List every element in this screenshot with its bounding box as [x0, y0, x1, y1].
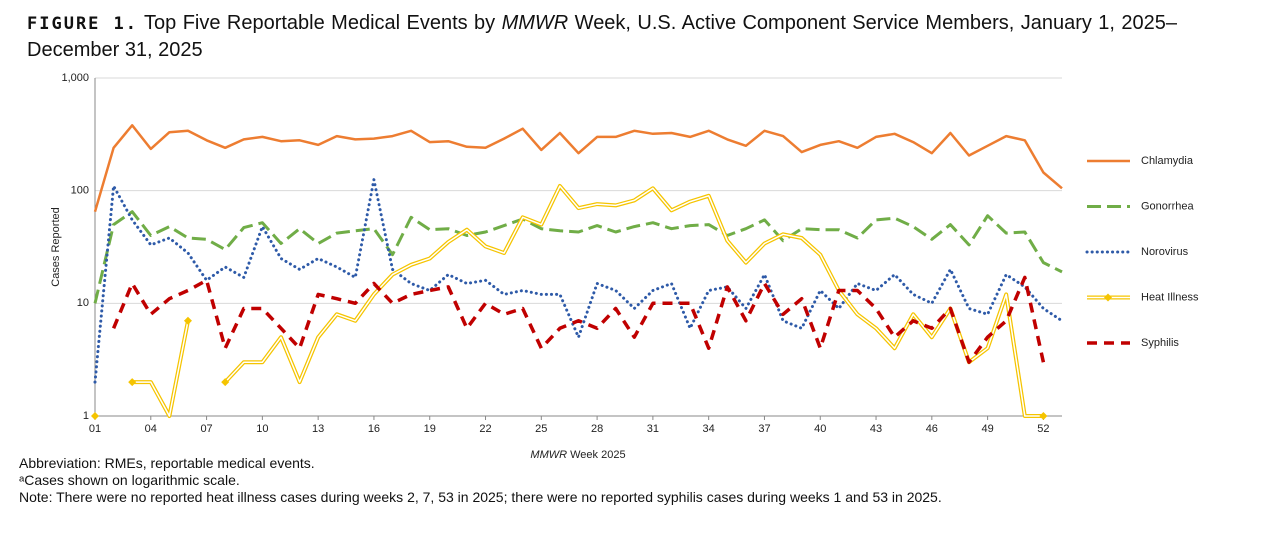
point-marker — [128, 378, 137, 387]
x-tick-label: 40 — [814, 423, 826, 435]
series-line — [93, 124, 1063, 213]
title-block: FIGURE 1. Top Five Reportable Medical Ev… — [27, 10, 1177, 63]
y-tick-label: 1,000 — [61, 72, 89, 84]
series-line — [111, 275, 1046, 364]
legend-label: Gonorrhea — [1141, 200, 1194, 212]
x-tick-label: 25 — [535, 423, 547, 435]
title: MMWR — [501, 12, 569, 34]
x-tick-label: 04 — [145, 423, 157, 435]
x-tick-label: 10 — [256, 423, 268, 435]
title: Week, U.S. Active Component Service Memb… — [27, 12, 1178, 61]
x-tick-label: 49 — [981, 423, 993, 435]
x-tick-label: 07 — [200, 423, 212, 435]
legend-label: Norovirus — [1141, 246, 1189, 258]
legend-label: Heat Illness — [1141, 291, 1199, 303]
x-tick-label: 34 — [703, 423, 715, 435]
note: Note: There were no reported heat illnes… — [19, 489, 942, 505]
series-line — [132, 184, 1044, 418]
series-line — [93, 178, 1064, 384]
legend-marker — [1104, 293, 1112, 302]
x-tick-label: 19 — [424, 423, 436, 435]
y-tick-label: 10 — [77, 297, 89, 309]
y-tick-label: 100 — [71, 185, 89, 197]
point-marker — [1039, 412, 1048, 420]
y-tick-label: 1 — [83, 410, 89, 422]
x-tick-label: 28 — [591, 423, 603, 435]
x-tick-label: 46 — [926, 423, 938, 435]
title: Top Five Reportable Medical Events by — [144, 12, 496, 34]
x-tick-label: 52 — [1037, 423, 1049, 435]
x-tick-label: 43 — [870, 423, 882, 435]
x-tick-label: 13 — [312, 423, 324, 435]
note: ᵃCases shown on logarithmic scale. — [19, 472, 240, 488]
y-axis-label: Cases Reported — [50, 207, 62, 287]
x-axis-label-part: Week 2025 — [570, 449, 625, 461]
x-tick-label: 01 — [89, 423, 101, 435]
x-tick-label: 31 — [647, 423, 659, 435]
x-tick-label: 37 — [758, 423, 770, 435]
legend-label: Syphilis — [1141, 337, 1179, 349]
figure-label: FIGURE 1. — [27, 14, 138, 34]
x-axis-label: MMWR Week 2025 — [530, 449, 625, 461]
point-marker — [91, 412, 99, 420]
x-axis-label-part: MMWR — [530, 449, 567, 461]
series-line — [132, 185, 1044, 417]
x-tick-label: 22 — [479, 423, 491, 435]
note: Abbreviation: RMEs, reportable medical e… — [19, 455, 315, 471]
notes: Abbreviation: RMEs, reportable medical e… — [19, 455, 942, 506]
point-marker — [183, 316, 192, 325]
x-tick-label: 16 — [368, 423, 380, 435]
legend-label: Chlamydia — [1141, 155, 1194, 167]
point-marker — [221, 378, 230, 387]
series-line — [93, 210, 1063, 304]
